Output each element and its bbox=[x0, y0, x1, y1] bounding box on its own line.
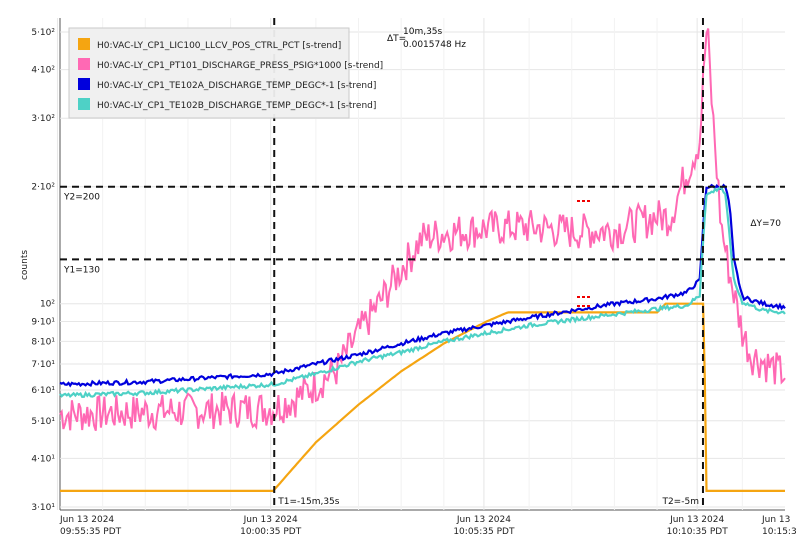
y-tick-label: 4·10¹ bbox=[31, 454, 55, 464]
x-tick-label: 09:55:35 PDT bbox=[60, 527, 122, 537]
legend-label: H0:VAC-LY_CP1_TE102B_DISCHARGE_TEMP_DEGC… bbox=[97, 101, 376, 111]
t1-label: T1=-15m,35s bbox=[277, 497, 340, 507]
delta-t-frequency: 0.0015748 Hz bbox=[403, 40, 466, 50]
x-tick-label: Jun 13 2024 bbox=[669, 515, 724, 525]
series-lines bbox=[59, 28, 786, 492]
legend-label: H0:VAC-LY_CP1_TE102A_DISCHARGE_TEMP_DEGC… bbox=[97, 81, 376, 91]
x-tick-label: Jun 13 2024 bbox=[456, 515, 511, 525]
series-line-1 bbox=[60, 302, 785, 492]
legend-label: H0:VAC-LY_CP1_LIC100_LLCV_POS_CTRL_PCT [… bbox=[97, 41, 341, 51]
x-axis-ticks: Jun 13 2024 09:55:35 PDT Jun 13 2024 10:00:… bbox=[59, 515, 797, 537]
x-tick-label: Jun 13 bbox=[761, 515, 790, 525]
y-tick-label: 7·10¹ bbox=[31, 360, 55, 370]
y1-label: Y1=130 bbox=[63, 265, 100, 275]
series-line-2 bbox=[59, 28, 786, 432]
y-tick-label: 5·10² bbox=[31, 28, 55, 38]
y-tick-label: 3·10² bbox=[31, 114, 55, 124]
y-tick-label: 10² bbox=[40, 300, 55, 310]
delta-y-label: ΔY=70 bbox=[750, 219, 781, 229]
x-tick-label: 10:10:35 PDT bbox=[667, 527, 729, 537]
x-tick-label: 10:15:3 bbox=[762, 527, 797, 537]
y2-label: Y2=200 bbox=[63, 193, 100, 203]
series-line-3 bbox=[59, 183, 786, 388]
delta-t-prefix: ΔT= bbox=[387, 34, 406, 44]
y-tick-label: 6·10¹ bbox=[31, 386, 55, 396]
y-axis-label: counts bbox=[20, 250, 30, 280]
x-tick-label: 10:00:35 PDT bbox=[240, 527, 302, 537]
legend: H0:VAC-LY_CP1_LIC100_LLCV_POS_CTRL_PCT [… bbox=[68, 27, 383, 119]
legend-swatch bbox=[78, 38, 90, 50]
y-tick-label: 4·10² bbox=[31, 66, 55, 76]
series-line-4 bbox=[59, 186, 786, 399]
x-tick-label: Jun 13 2024 bbox=[243, 515, 298, 525]
t2-label: T2=-5m bbox=[661, 497, 699, 507]
legend-swatch bbox=[78, 98, 90, 110]
legend-swatch bbox=[78, 78, 90, 90]
legend-box bbox=[68, 27, 350, 119]
y-tick-label: 3·10¹ bbox=[31, 503, 55, 513]
x-tick-label: Jun 13 2024 bbox=[59, 515, 114, 525]
y-tick-label: 5·10¹ bbox=[31, 417, 55, 427]
legend-label: H0:VAC-LY_CP1_PT101_DISCHARGE_PRESS_PSIG… bbox=[97, 61, 383, 71]
delta-t-value: 10m,35s bbox=[403, 27, 443, 37]
y-tick-label: 2·10² bbox=[31, 183, 55, 193]
cursor-lines[interactable]: T1=-15m,35s T2=-5m Y1=130 Y2=200 ΔY=70 ΔT=10m… bbox=[60, 18, 785, 510]
y-axis-ticks: 3·10¹ 4·10¹ 5·10¹ 6·10¹ 7·10¹ 8·10¹ 9·10¹ 10² 2·… bbox=[31, 28, 55, 513]
legend-swatch bbox=[78, 58, 90, 70]
x-tick-label: 10:05:35 PDT bbox=[453, 527, 515, 537]
y-tick-label: 8·10¹ bbox=[31, 337, 55, 347]
y-tick-label: 9·10¹ bbox=[31, 318, 55, 328]
